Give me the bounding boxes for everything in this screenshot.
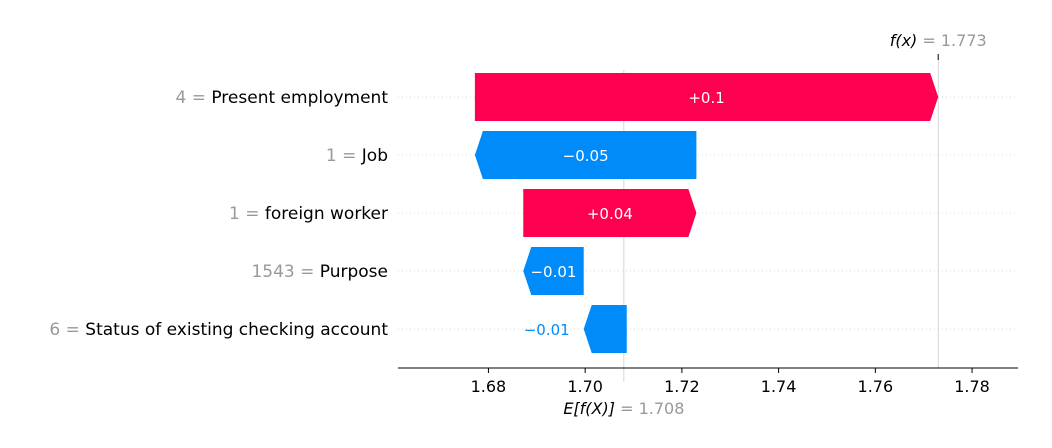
labels-layer: 4 = Present employment +0.1 1 = Job −0.05 1 … (49, 88, 724, 340)
bar-value-label: −0.01 (530, 263, 576, 281)
feature-label: 1 = foreign worker (229, 204, 388, 224)
feature-name: Present employment (211, 88, 388, 108)
bar-value-label: +0.1 (688, 89, 724, 107)
feature-value: 6 = (49, 320, 85, 340)
feature-label: 1 = Job (326, 146, 388, 166)
feature-name: Job (361, 146, 388, 166)
feature-value: 1 = (229, 204, 265, 224)
x-tick-label: 1.72 (664, 377, 700, 396)
bars-layer (474, 73, 939, 353)
feature-label: 1543 = Purpose (251, 262, 388, 282)
feature-name: foreign worker (265, 204, 388, 224)
x-tick-label: 1.74 (761, 377, 797, 396)
bar-4 (523, 247, 584, 295)
output-value-number: = 1.773 (922, 31, 986, 50)
feature-value: 4 = (175, 88, 211, 108)
bar-value-label: −0.01 (524, 321, 570, 339)
bar-1 (474, 73, 939, 121)
bar-2 (474, 131, 697, 179)
x-tick-label: 1.68 (471, 377, 507, 396)
x-tick-label: 1.70 (567, 377, 603, 396)
feature-value: 1543 = (251, 262, 319, 282)
feature-label: 6 = Status of existing checking account (49, 320, 388, 340)
feature-label: 4 = Present employment (175, 88, 388, 108)
bar-value-label: −0.05 (563, 147, 609, 165)
x-tick-label: 1.78 (954, 377, 990, 396)
x-axis: 1.68 1.70 1.72 1.74 1.76 1.78 (398, 367, 1018, 396)
feature-name: Status of existing checking account (85, 320, 388, 340)
bar-5 (583, 305, 627, 353)
bar-3 (523, 189, 697, 237)
feature-value: 1 = (326, 146, 362, 166)
output-value-annotation: f(x) = 1.773 (890, 31, 987, 50)
x-tick-label: 1.76 (858, 377, 894, 396)
base-value-annotation: E[f(X)] = 1.708 (563, 399, 684, 418)
base-value-number: = 1.708 (620, 399, 684, 418)
feature-name: Purpose (320, 262, 388, 282)
output-value-label: f(x) (890, 31, 923, 50)
bar-value-label: +0.04 (587, 205, 633, 223)
annotations-layer: E[f(X)] = 1.708 f(x) = 1.773 (563, 31, 986, 418)
base-value-label: E[f(X)] (563, 399, 620, 418)
